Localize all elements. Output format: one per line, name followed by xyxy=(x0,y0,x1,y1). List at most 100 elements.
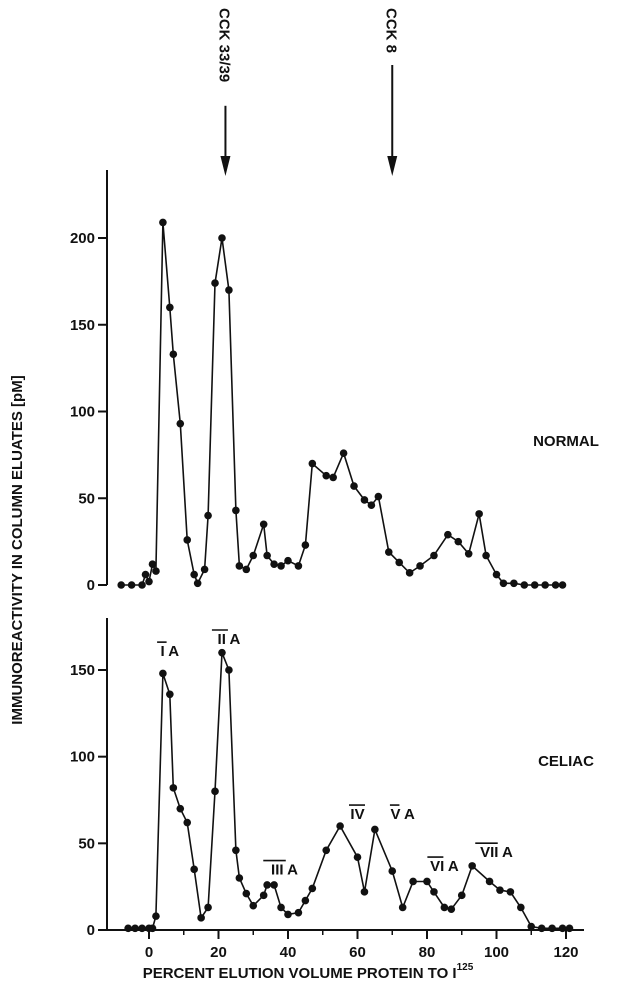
data-point xyxy=(249,901,258,910)
data-point xyxy=(225,666,233,674)
peak-label: III A xyxy=(271,862,298,879)
data-point xyxy=(440,903,449,912)
data-point xyxy=(360,496,369,504)
data-point xyxy=(388,867,397,875)
data-point xyxy=(530,581,539,589)
data-point xyxy=(430,888,438,896)
data-point xyxy=(565,924,574,933)
y-tick-label: 50 xyxy=(78,835,95,852)
data-point xyxy=(496,886,504,894)
data-point xyxy=(259,891,268,900)
panel-label-celiac: CELIAC xyxy=(538,753,594,770)
data-point xyxy=(249,551,258,560)
marker-label: CCK 33/39 xyxy=(215,8,232,82)
data-point xyxy=(131,924,139,933)
data-point xyxy=(517,903,525,912)
data-point xyxy=(242,565,251,574)
x-tick-label: 80 xyxy=(419,944,436,961)
x-tick-label: 0 xyxy=(145,944,153,961)
data-point xyxy=(193,579,202,588)
data-point xyxy=(284,556,292,565)
data-point xyxy=(138,581,146,589)
data-point xyxy=(197,914,205,922)
data-point xyxy=(353,853,362,861)
data-point xyxy=(141,570,150,579)
data-point xyxy=(430,551,438,560)
data-point xyxy=(204,511,212,520)
data-point xyxy=(124,924,132,933)
data-point xyxy=(169,784,178,792)
axes-layer: 0 50 100 150 200 0 50 100 150 0 20 40 60 80 100 120 xyxy=(70,170,584,961)
peak-label: I A xyxy=(161,643,180,660)
data-point xyxy=(152,567,160,575)
x-tick-label: 100 xyxy=(484,944,509,961)
data-point xyxy=(242,889,251,898)
data-point xyxy=(301,896,310,905)
data-point xyxy=(551,581,560,589)
data-point xyxy=(145,577,153,586)
data-point xyxy=(301,541,310,549)
x-tick-label: 120 xyxy=(553,944,578,961)
data-point xyxy=(558,924,567,933)
peak-label: II A xyxy=(218,631,241,648)
y-tick-label: 0 xyxy=(87,922,95,939)
data-point xyxy=(520,581,529,589)
data-point xyxy=(117,581,125,589)
data-point xyxy=(329,473,337,482)
y-tick-label: 0 xyxy=(87,577,95,594)
data-point xyxy=(204,903,212,912)
y-tick-label: 100 xyxy=(70,404,95,421)
data-point xyxy=(235,562,244,570)
data-point xyxy=(492,570,501,579)
data-point xyxy=(444,530,452,539)
data-point xyxy=(482,551,490,560)
panel-label-normal: NORMAL xyxy=(533,433,599,450)
data-point xyxy=(190,865,198,874)
data-point xyxy=(211,279,219,287)
x-tick-label: 40 xyxy=(280,944,297,961)
data-point xyxy=(506,888,515,896)
data-point xyxy=(232,506,240,515)
data-point xyxy=(152,912,160,920)
data-point xyxy=(259,520,268,529)
data-point xyxy=(350,482,358,490)
data-point xyxy=(232,846,240,855)
data-point xyxy=(405,569,414,577)
data-point xyxy=(468,862,476,870)
y-tick-label: 50 xyxy=(78,490,95,507)
data-point xyxy=(447,905,456,913)
peak-label: V A xyxy=(390,806,415,823)
data-point xyxy=(277,903,285,912)
y-tick-label: 200 xyxy=(70,230,95,247)
data-point xyxy=(384,548,393,556)
data-point xyxy=(360,888,369,896)
marker-arrow-head xyxy=(387,156,398,176)
data-point xyxy=(308,884,317,893)
marker-arrow-head xyxy=(220,156,231,176)
data-point xyxy=(423,877,431,886)
data-point xyxy=(148,924,157,933)
data-point xyxy=(322,846,331,855)
data-point xyxy=(270,560,278,568)
data-point xyxy=(537,924,546,933)
data-point xyxy=(294,908,303,917)
data-point xyxy=(395,558,404,567)
data-point xyxy=(464,549,473,558)
labels-layer: NORMAL CELIAC PERCENT ELUTION VOLUME PROTE… xyxy=(9,8,599,982)
data-point xyxy=(148,560,157,568)
data-point xyxy=(183,536,192,544)
data-point xyxy=(374,492,383,501)
y-tick-label: 150 xyxy=(70,317,95,334)
data-point xyxy=(322,471,331,480)
data-point xyxy=(336,822,344,830)
peak-label: VII A xyxy=(480,844,513,861)
data-point xyxy=(176,419,185,428)
data-point xyxy=(339,449,348,457)
y-tick-label: 100 xyxy=(70,749,95,766)
data-point xyxy=(409,877,417,886)
data-point xyxy=(367,501,376,509)
data-point xyxy=(183,818,192,827)
data-point xyxy=(277,562,285,570)
marker-label: CCK 8 xyxy=(382,8,399,53)
